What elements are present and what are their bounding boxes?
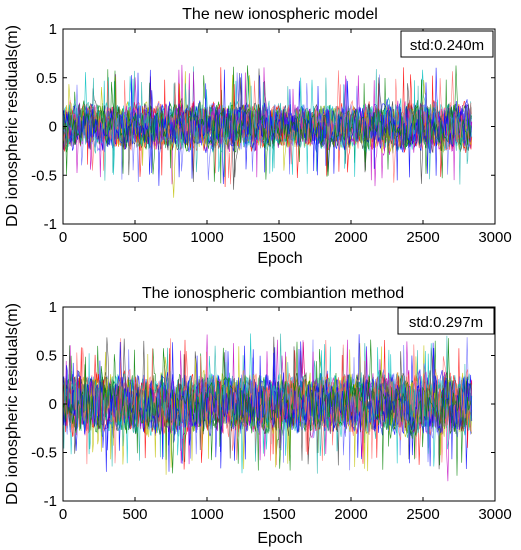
chart-2-ylabel: DD ionospheric residuals(m) [4,303,21,505]
x-tick-label: 3000 [478,506,511,523]
chart-2-std-annotation: std:0.297m [397,307,495,335]
x-tick-label: 1000 [190,506,223,523]
y-tick-label: 1 [49,21,57,38]
y-tick-label: -1 [44,493,57,510]
chart-2-xlabel: Epoch [257,530,302,547]
chart-1-std-annotation: std:0.240m [400,30,494,58]
chart-2-std-label: std:0.297m [409,314,483,331]
x-tick-label: 0 [59,229,67,246]
chart-2-series-lines [63,333,473,482]
residual-series-line [63,65,472,180]
residual-series-line [63,341,473,472]
chart-1-series-lines [63,64,473,198]
y-tick-label: 0.5 [36,70,57,87]
chart-panel-2: The ionospheric combiantion method DD io… [4,285,512,547]
x-tick-label: 0 [59,506,67,523]
chart-1-std-label: std:0.240m [410,37,484,54]
chart-2-title: The ionospheric combiantion method [142,285,404,302]
chart-1-ylabel: DD ionospheric residuals(m) [4,25,21,227]
x-tick-label: 1500 [262,506,295,523]
residual-series-line [63,339,472,474]
chart-2-axes-box [62,306,496,502]
chart-1-axes-box [62,28,496,225]
y-tick-label: -1 [44,216,57,233]
y-tick-label: 0 [49,119,57,136]
chart-2-std-box [397,307,495,335]
x-tick-label: 500 [122,229,147,246]
x-tick-label: 1000 [190,229,223,246]
x-tick-label: 3000 [478,229,511,246]
chart-1-title: The new ionospheric model [182,6,378,23]
x-tick-label: 2500 [406,229,439,246]
y-tick-label: 0.5 [36,348,57,365]
x-tick-label: 2500 [406,506,439,523]
chart-1-plot-area: 0 500 1000 1500 2000 2500 3000 1 0.5 0 -0.5 -1 [31,21,512,246]
x-tick-label: 2000 [334,506,367,523]
chart-panel-1: The new ionospheric model DD ionospheric… [4,6,512,267]
residual-series-line [63,333,472,474]
chart-1-std-box [400,30,494,58]
x-tick-label: 2000 [334,229,367,246]
y-tick-label: -0.5 [31,445,57,462]
residual-series-line [63,69,472,186]
residual-series-line [63,338,472,465]
chart-2-ticks: 0 500 1000 1500 2000 2500 3000 1 0.5 0 -0.5 -1 [31,299,512,523]
x-tick-label: 500 [122,506,147,523]
chart-2-plot-area: 0 500 1000 1500 2000 2500 3000 1 0.5 0 -0.5 -1 [31,299,512,523]
y-tick-label: 1 [49,299,57,316]
y-tick-label: -0.5 [31,167,57,184]
x-tick-label: 1500 [262,229,295,246]
chart-1-ticks: 0 500 1000 1500 2000 2500 3000 1 0.5 0 -0.5 -1 [31,21,512,246]
y-tick-label: 0 [49,396,57,413]
chart-1-xlabel: Epoch [257,250,302,267]
